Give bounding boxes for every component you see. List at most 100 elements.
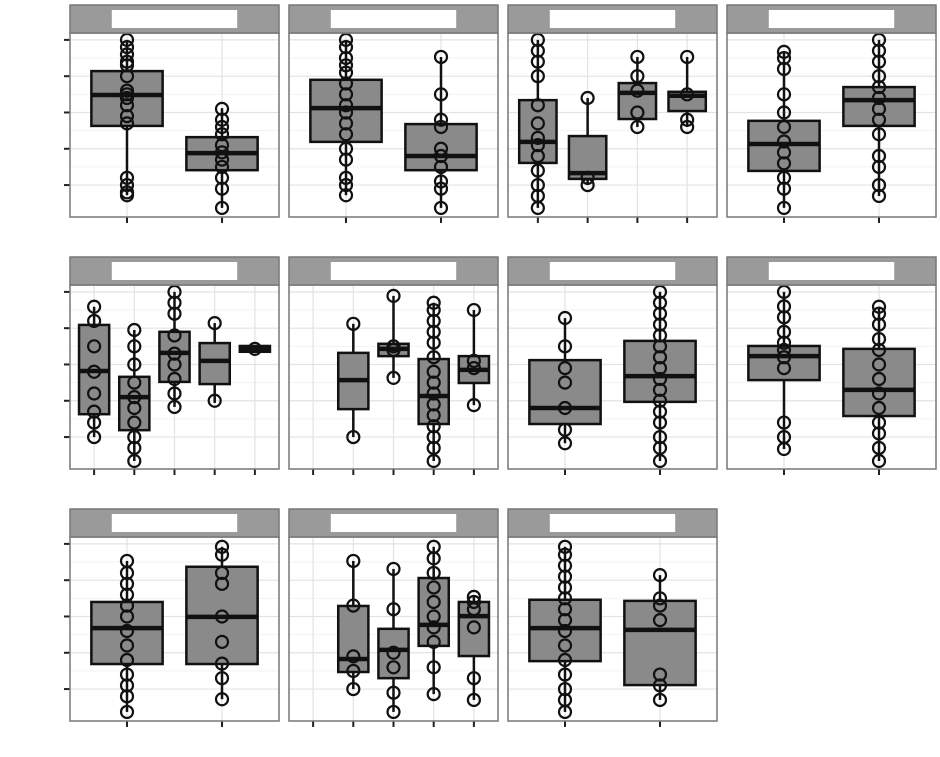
point — [426, 594, 441, 610]
point — [580, 90, 595, 106]
point — [652, 350, 668, 365]
point — [652, 361, 668, 376]
box — [198, 341, 232, 386]
point — [776, 61, 792, 77]
point — [433, 148, 449, 164]
point — [871, 342, 887, 358]
point — [630, 49, 645, 65]
point — [466, 361, 481, 376]
point — [426, 397, 441, 412]
point — [652, 284, 668, 299]
point — [466, 398, 481, 413]
point — [433, 181, 449, 196]
point — [776, 156, 792, 171]
point — [433, 87, 449, 102]
point — [338, 141, 354, 156]
point — [871, 90, 887, 106]
point — [119, 90, 135, 106]
point — [680, 87, 695, 102]
point — [127, 375, 142, 390]
point — [338, 105, 354, 120]
point — [776, 145, 792, 160]
point — [119, 609, 135, 624]
point — [214, 112, 230, 127]
point — [776, 50, 792, 66]
point — [871, 159, 887, 175]
point — [557, 591, 573, 606]
point — [346, 598, 361, 613]
point — [426, 660, 441, 675]
point — [214, 200, 230, 216]
point — [871, 371, 887, 387]
point — [580, 170, 595, 185]
point — [167, 399, 182, 415]
point — [776, 350, 792, 365]
point — [557, 623, 573, 639]
point — [776, 284, 792, 299]
point — [87, 415, 102, 430]
point — [557, 580, 573, 595]
point — [338, 98, 354, 113]
point — [338, 177, 354, 193]
point — [871, 112, 887, 127]
point — [426, 335, 441, 350]
point — [426, 408, 441, 423]
point — [338, 188, 354, 203]
point — [426, 609, 441, 624]
point — [426, 324, 441, 339]
point — [871, 69, 887, 84]
point — [652, 382, 668, 397]
point — [652, 678, 668, 693]
point — [127, 429, 142, 445]
box — [623, 339, 697, 404]
point — [214, 565, 230, 581]
point — [466, 602, 481, 617]
point — [119, 667, 135, 682]
point — [557, 547, 573, 562]
point — [871, 357, 887, 372]
point — [652, 317, 668, 332]
strip-label-box — [111, 262, 238, 280]
point — [557, 569, 573, 584]
point — [871, 317, 887, 332]
point — [652, 404, 668, 419]
point — [652, 598, 668, 613]
point — [871, 177, 887, 193]
point — [87, 386, 102, 401]
point — [466, 671, 481, 686]
point — [214, 539, 230, 554]
point — [338, 116, 354, 131]
point — [871, 32, 887, 47]
point — [346, 681, 361, 697]
point — [386, 645, 401, 660]
point — [557, 602, 573, 617]
point — [466, 692, 481, 708]
point — [652, 692, 668, 708]
point — [871, 299, 887, 314]
point — [776, 441, 792, 457]
point — [214, 170, 230, 185]
point — [776, 105, 792, 120]
point — [871, 148, 887, 164]
point — [776, 299, 792, 314]
point — [871, 331, 887, 347]
point — [426, 375, 441, 390]
point — [386, 704, 401, 720]
point — [530, 177, 545, 193]
point — [530, 69, 545, 84]
point — [214, 159, 230, 175]
point — [433, 112, 449, 127]
point — [346, 553, 361, 569]
point — [630, 105, 645, 120]
point — [87, 299, 102, 314]
point — [167, 371, 182, 387]
point — [338, 65, 354, 80]
point — [426, 580, 441, 595]
point — [346, 316, 361, 331]
point — [119, 188, 135, 203]
point — [119, 678, 135, 693]
point — [871, 79, 887, 95]
point — [871, 386, 887, 401]
point — [530, 43, 545, 58]
